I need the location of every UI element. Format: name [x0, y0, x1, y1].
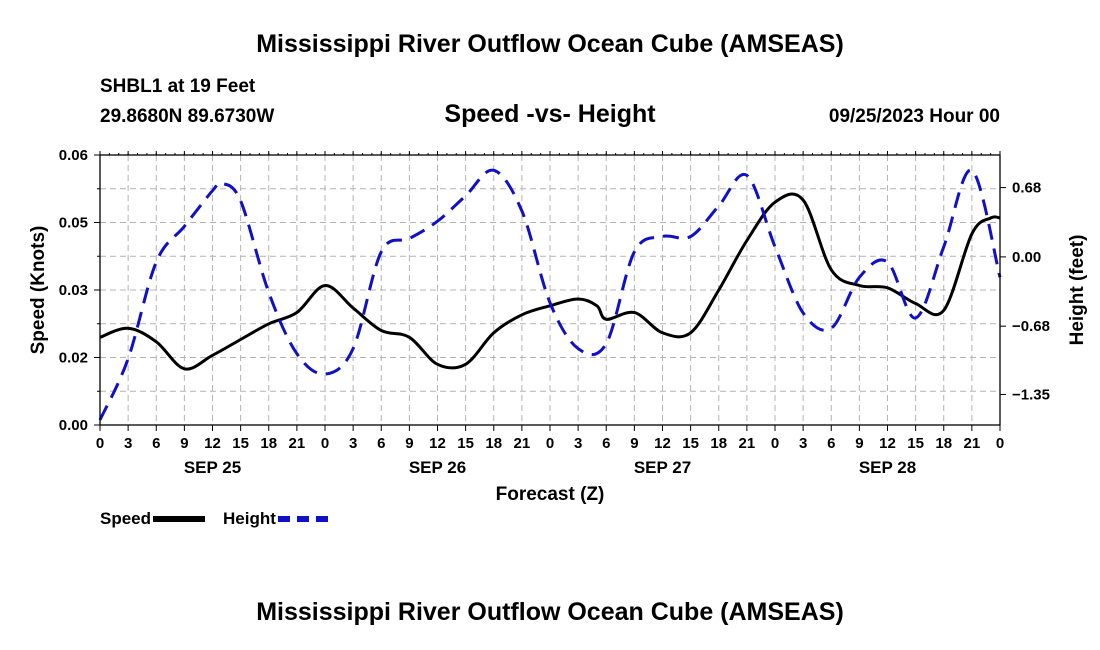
x-tick-label: 6 [827, 435, 835, 452]
x-tick-label: 15 [682, 435, 699, 452]
day-label: SEP 26 [409, 458, 466, 477]
legend-height-swatch [277, 516, 328, 522]
y-tick-label: 0.03 [59, 282, 88, 299]
y-tick-label: 0.06 [59, 147, 88, 164]
legend-speed-label: Speed [100, 509, 152, 528]
x-tick-label: 12 [204, 435, 221, 452]
x-tick-label: 0 [996, 435, 1004, 452]
x-tick-label: 21 [739, 435, 756, 452]
footer-title: Mississippi River Outflow Ocean Cube (AM… [256, 598, 844, 626]
y2-tick-label: −0.68 [1012, 318, 1050, 335]
x-tick-label: 15 [457, 435, 474, 452]
y-tick-label: 0.02 [59, 350, 88, 367]
chart-axes: 0 3 6 9 12 15 18 21 0 3 6 9 12 15 18 21 0 3 6 9 12 15 18 21 0 3 6 9… [59, 147, 1050, 477]
chart-grid [100, 155, 1000, 425]
x-tick-label: 6 [152, 435, 160, 452]
plot-title: Speed -vs- Height [444, 100, 656, 128]
day-label: SEP 28 [859, 458, 916, 477]
x-tick-label: 0 [96, 435, 104, 452]
x-tick-label: 9 [855, 435, 863, 452]
y2-tick-label: 0.00 [1012, 249, 1041, 266]
y-axis-label: Speed (Knots) [28, 226, 49, 355]
x-tick-label: 15 [232, 435, 249, 452]
x-tick-label: 9 [405, 435, 413, 452]
x-tick-label: 9 [180, 435, 188, 452]
y-tick-label: 0.00 [59, 417, 88, 434]
x-tick-label: 18 [260, 435, 277, 452]
x-tick-label: 0 [321, 435, 329, 452]
x-axis-label: Forecast (Z) [496, 484, 605, 505]
x-tick-label: 15 [907, 435, 924, 452]
x-tick-label: 18 [935, 435, 952, 452]
x-tick-label: 12 [429, 435, 446, 452]
x-tick-label: 0 [546, 435, 554, 452]
chart-legend: Speed Height [100, 509, 346, 529]
y2-tick-label: 0.68 [1012, 180, 1041, 197]
legend-height-label: Height [223, 509, 276, 528]
x-tick-label: 18 [710, 435, 727, 452]
day-label: SEP 27 [634, 458, 691, 477]
x-tick-label: 3 [124, 435, 132, 452]
station-label: SHBL1 at 19 Feet [100, 76, 256, 97]
chart-series [98, 168, 1002, 421]
x-tick-label: 3 [349, 435, 357, 452]
main-title: Mississippi River Outflow Ocean Cube (AM… [256, 30, 844, 58]
height-series-line [98, 168, 1002, 421]
coordinates-label: 29.8680N 89.6730W [100, 106, 275, 127]
x-tick-label: 21 [514, 435, 531, 452]
x-tick-label: 0 [771, 435, 779, 452]
x-tick-label: 3 [799, 435, 807, 452]
x-tick-label: 12 [654, 435, 671, 452]
y-tick-label: 0.05 [59, 215, 88, 232]
x-tick-label: 18 [485, 435, 502, 452]
x-tick-label: 21 [964, 435, 981, 452]
legend-speed-swatch [153, 516, 206, 522]
y2-axis-label: Height (feet) [1067, 235, 1088, 346]
x-tick-label: 6 [602, 435, 610, 452]
speed-series-line [99, 192, 1001, 371]
x-tick-label: 9 [630, 435, 638, 452]
run-time-label: 09/25/2023 Hour 00 [828, 106, 1000, 127]
x-tick-label: 12 [879, 435, 896, 452]
day-label: SEP 25 [184, 458, 241, 477]
x-tick-label: 21 [289, 435, 306, 452]
y2-tick-label: −1.35 [1012, 386, 1050, 403]
x-tick-label: 6 [377, 435, 385, 452]
x-tick-label: 3 [574, 435, 582, 452]
